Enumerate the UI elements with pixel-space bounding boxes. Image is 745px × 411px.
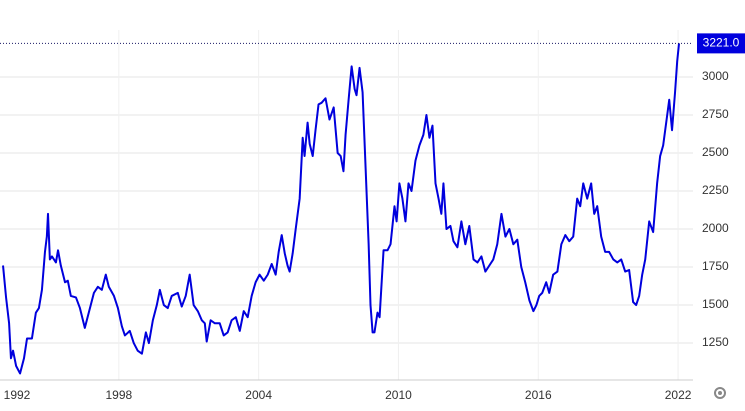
y-tick-label: 2250 — [702, 183, 729, 197]
y-tick-label: 3000 — [702, 69, 729, 83]
y-tick-label: 2000 — [702, 221, 729, 235]
x-tick-label: 2010 — [385, 388, 412, 402]
data-line — [2, 43, 681, 375]
last-value-badge — [697, 33, 745, 54]
gear-ring[interactable] — [714, 387, 726, 399]
y-tick-label: 1750 — [702, 259, 729, 273]
x-tick-label: 1992 — [4, 388, 31, 402]
x-tick-label: 2004 — [245, 388, 272, 402]
y-tick-label: 2750 — [702, 107, 729, 121]
settings-icon[interactable] — [714, 387, 726, 399]
x-tick-label: 2016 — [525, 388, 552, 402]
x-tick-label: 2022 — [665, 388, 692, 402]
y-tick-label: 2500 — [702, 145, 729, 159]
gear-hub[interactable] — [718, 391, 722, 395]
last-value-label: 3221.0 — [703, 36, 740, 50]
y-tick-label: 1250 — [702, 335, 729, 349]
x-tick-label: 1998 — [105, 388, 132, 402]
y-tick-label: 1500 — [702, 297, 729, 311]
